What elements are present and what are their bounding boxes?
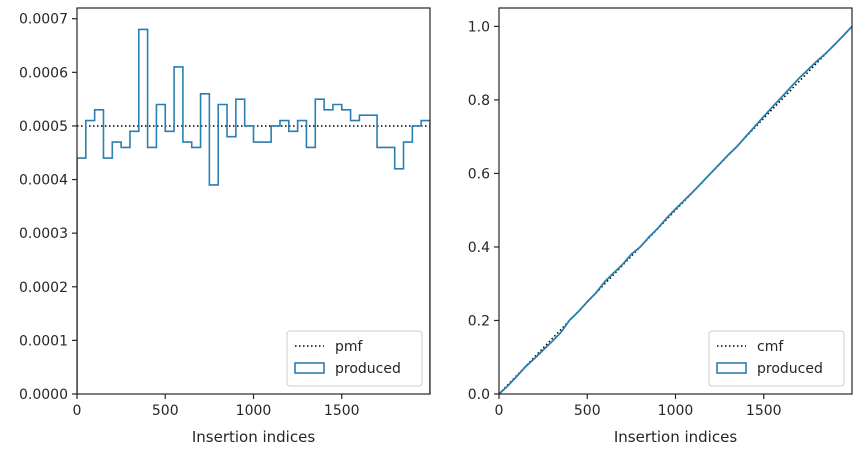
x-axis-label: Insertion indices <box>192 428 315 446</box>
produced-cumulative-line <box>499 25 852 394</box>
y-tick-label: 0.0007 <box>19 12 68 28</box>
legend: cmf produced <box>708 330 845 387</box>
x-tick-label: 0 <box>73 403 82 419</box>
y-tick-label: 0.0005 <box>19 119 68 135</box>
y-tick-label: 0.0006 <box>19 65 68 81</box>
y-tick-label: 0.0004 <box>19 173 68 189</box>
x-tick-label: 1500 <box>324 403 360 419</box>
plot-area <box>77 28 430 394</box>
cumulative-panel: 0 500 1000 1500 0.0 0.2 0.4 0.6 0.8 1.0 Insertion … <box>468 7 853 446</box>
x-tick-label: 500 <box>574 403 601 419</box>
y-tick-label: 0.0 <box>468 387 490 403</box>
y-tick-label: 0.0002 <box>19 280 68 296</box>
histogram-panel: 0 500 1000 1500 0.0000 0.0001 0.0002 0.0003 0.00… <box>19 7 431 446</box>
x-tick-label: 1000 <box>658 403 694 419</box>
legend-pmf-label: pmf <box>335 339 364 355</box>
y-tick-label: 0.0003 <box>19 226 68 242</box>
legend-produced-swatch <box>294 362 325 374</box>
cmf-line <box>499 25 852 394</box>
y-tick-label: 0.8 <box>468 93 490 109</box>
legend-produced-label: produced <box>757 361 823 377</box>
y-tick-label: 0.0000 <box>19 387 68 403</box>
x-tick-label: 1000 <box>236 403 272 419</box>
legend-produced-label: produced <box>335 361 401 377</box>
x-tick-label: 1500 <box>746 403 782 419</box>
plot-area <box>499 25 852 394</box>
y-tick-label: 0.2 <box>468 313 490 329</box>
y-tick-label: 0.4 <box>468 240 490 256</box>
legend-produced-swatch <box>716 362 747 374</box>
y-tick-label: 0.0001 <box>19 333 68 349</box>
x-tick-label: 0 <box>495 403 504 419</box>
y-tick-label: 1.0 <box>468 19 490 35</box>
y-tick-label: 0.6 <box>468 166 490 182</box>
produced-histogram-step <box>77 28 430 394</box>
x-tick-label: 500 <box>152 403 179 419</box>
x-axis-label: Insertion indices <box>614 428 737 446</box>
legend-cmf-label: cmf <box>757 339 784 355</box>
legend: pmf produced <box>286 330 423 387</box>
